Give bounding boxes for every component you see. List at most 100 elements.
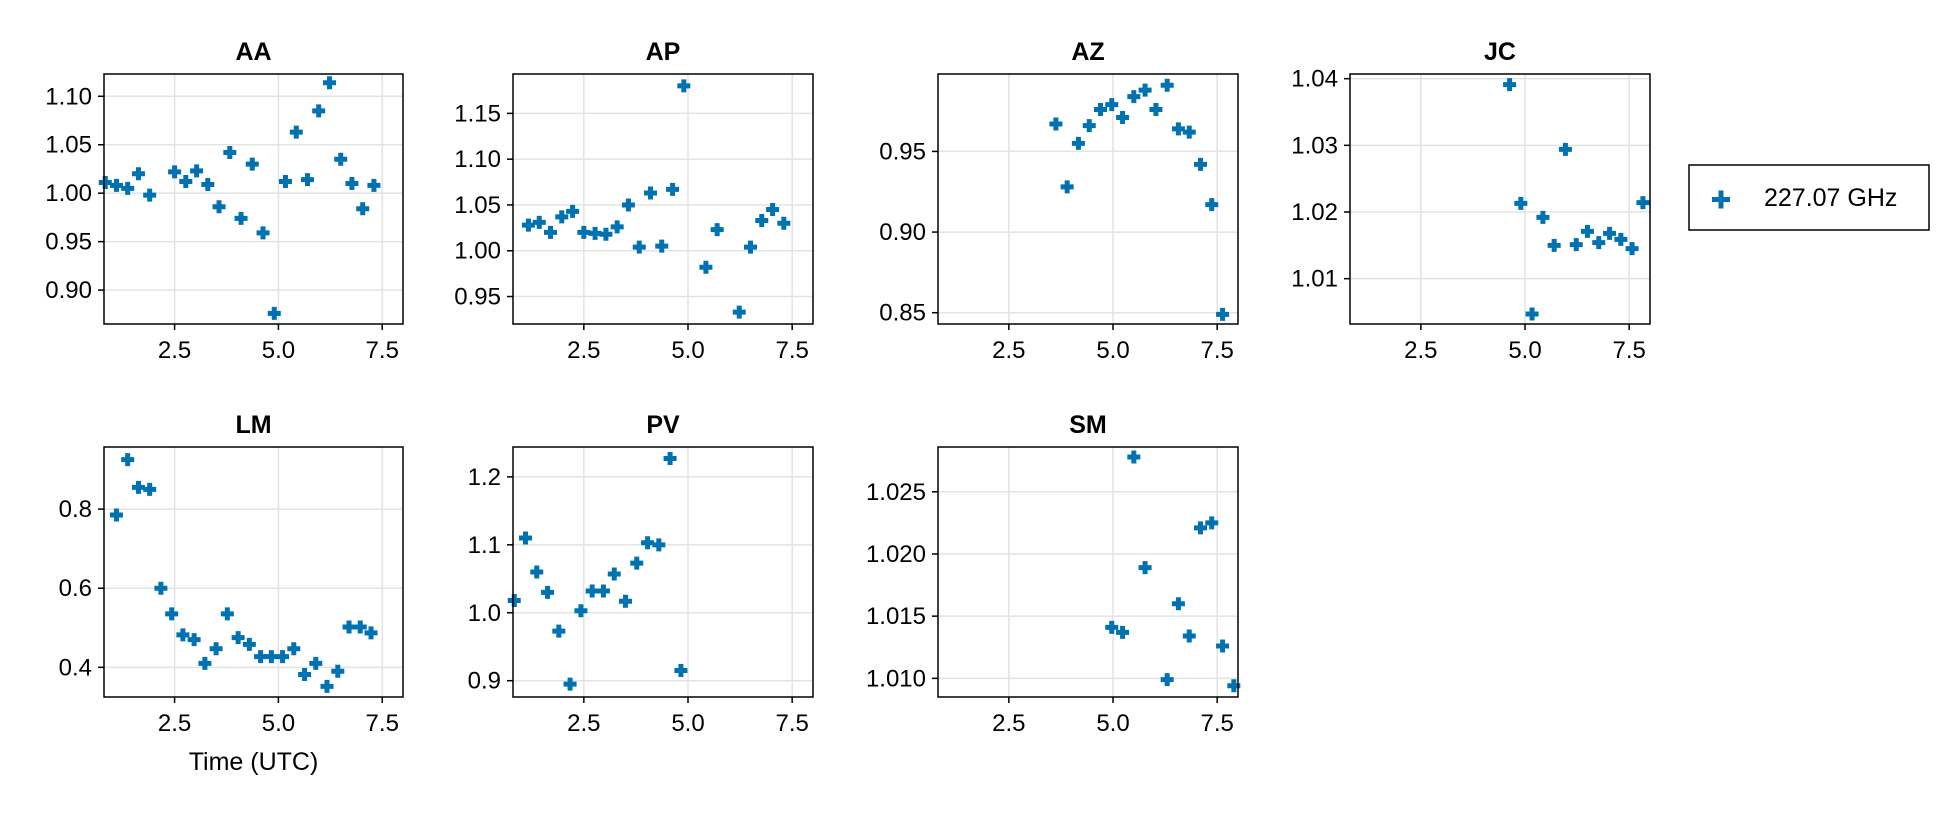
data-point — [331, 664, 345, 678]
data-point — [201, 177, 215, 191]
x-tick-label: 2.5 — [992, 710, 1025, 737]
data-point — [154, 581, 168, 595]
x-tick-label: 2.5 — [158, 710, 191, 737]
data-point — [1205, 516, 1219, 530]
data-point — [109, 508, 123, 522]
x-tick-label: 7.5 — [1612, 337, 1645, 364]
data-points — [98, 76, 381, 320]
data-point — [1581, 224, 1594, 238]
y-tick-label: 1.0 — [468, 600, 501, 627]
data-point — [276, 650, 290, 664]
data-point — [644, 186, 657, 200]
data-point — [607, 567, 621, 581]
x-tick-label: 7.5 — [775, 337, 808, 364]
data-point — [356, 202, 370, 216]
axes-frame — [937, 446, 1239, 698]
x-tick-label: 2.5 — [158, 337, 191, 364]
data-point — [563, 677, 577, 691]
panel-title: JC — [1484, 38, 1516, 66]
data-point — [1138, 83, 1152, 97]
data-point — [1082, 119, 1096, 133]
data-point — [619, 594, 632, 608]
y-tick-label: 0.95 — [879, 138, 926, 165]
data-points — [521, 79, 791, 319]
x-tick-label: 5.0 — [1508, 337, 1541, 364]
panels: 2.5 5.0 7.5 0.90 0.95 1.00 1.05 1.10 AA 2.5 5.0 7.5… — [45, 38, 1651, 776]
data-points — [1105, 450, 1241, 693]
data-point — [168, 165, 182, 179]
data-point — [254, 650, 268, 664]
x-tick-label: 5.0 — [262, 337, 295, 364]
data-point — [289, 125, 303, 139]
data-point — [1116, 625, 1130, 639]
y-tick-label: 1.00 — [45, 180, 92, 207]
x-tick-label: 7.5 — [775, 710, 808, 737]
x-tick-label: 2.5 — [567, 337, 600, 364]
data-point — [1182, 629, 1196, 643]
data-point — [212, 200, 226, 214]
data-point — [541, 585, 555, 599]
data-point — [744, 240, 757, 254]
data-point — [121, 181, 135, 195]
data-point — [677, 79, 691, 93]
y-tick-label: 0.95 — [45, 229, 92, 256]
data-point — [1525, 307, 1539, 321]
data-point — [242, 637, 256, 651]
data-point — [143, 188, 157, 202]
data-point — [298, 667, 312, 681]
data-point — [364, 626, 378, 640]
data-point — [1149, 102, 1163, 116]
data-point — [755, 214, 769, 228]
data-point — [1160, 78, 1174, 92]
y-tick-label: 0.90 — [45, 277, 92, 304]
data-point — [588, 226, 602, 240]
x-tick-label: 5.0 — [671, 710, 704, 737]
data-point — [1060, 180, 1074, 194]
data-point — [1503, 78, 1517, 92]
data-point — [1094, 102, 1107, 116]
y-tick-label: 1.05 — [454, 192, 501, 219]
data-point — [1227, 679, 1241, 693]
data-point — [1138, 561, 1152, 575]
data-point — [312, 104, 326, 118]
data-point — [234, 211, 248, 225]
data-point — [544, 225, 557, 239]
data-point — [345, 176, 359, 190]
y-tick-label: 1.10 — [45, 83, 92, 110]
y-tick-label: 1.00 — [454, 238, 501, 265]
y-tick-label: 1.020 — [866, 541, 926, 568]
x-tick-label: 7.5 — [366, 337, 399, 364]
data-point — [300, 173, 314, 187]
y-tick-label: 0.6 — [59, 575, 92, 602]
x-tick-label: 5.0 — [671, 337, 704, 364]
data-point — [1558, 142, 1572, 156]
data-point — [278, 175, 292, 189]
data-point — [1614, 232, 1628, 246]
data-point — [663, 452, 677, 466]
axes-frame — [937, 73, 1239, 325]
data-point — [1216, 639, 1230, 653]
legend: 227.07 GHz — [1688, 164, 1930, 231]
data-point — [610, 220, 624, 234]
data-point — [198, 656, 212, 670]
data-point — [1049, 117, 1063, 131]
axes-frame — [103, 446, 404, 698]
y-tick-label: 1.10 — [454, 146, 501, 173]
axes-frame — [512, 446, 814, 698]
data-point — [1205, 198, 1219, 212]
panel-title: LM — [235, 411, 271, 439]
panel-title: SM — [1069, 411, 1107, 439]
x-tick-label: 2.5 — [992, 337, 1025, 364]
data-point — [264, 650, 278, 664]
data-point — [577, 225, 591, 239]
data-point — [621, 198, 635, 212]
data-point — [109, 178, 123, 192]
x-tick-label: 7.5 — [366, 710, 399, 737]
data-point — [287, 642, 301, 656]
data-point — [555, 210, 569, 224]
panel-az: 2.5 5.0 7.5 0.85 0.90 0.95 AZ — [879, 38, 1239, 364]
x-tick-label: 5.0 — [1096, 710, 1129, 737]
data-point — [309, 656, 323, 670]
data-point — [131, 167, 145, 181]
data-point — [641, 536, 655, 550]
